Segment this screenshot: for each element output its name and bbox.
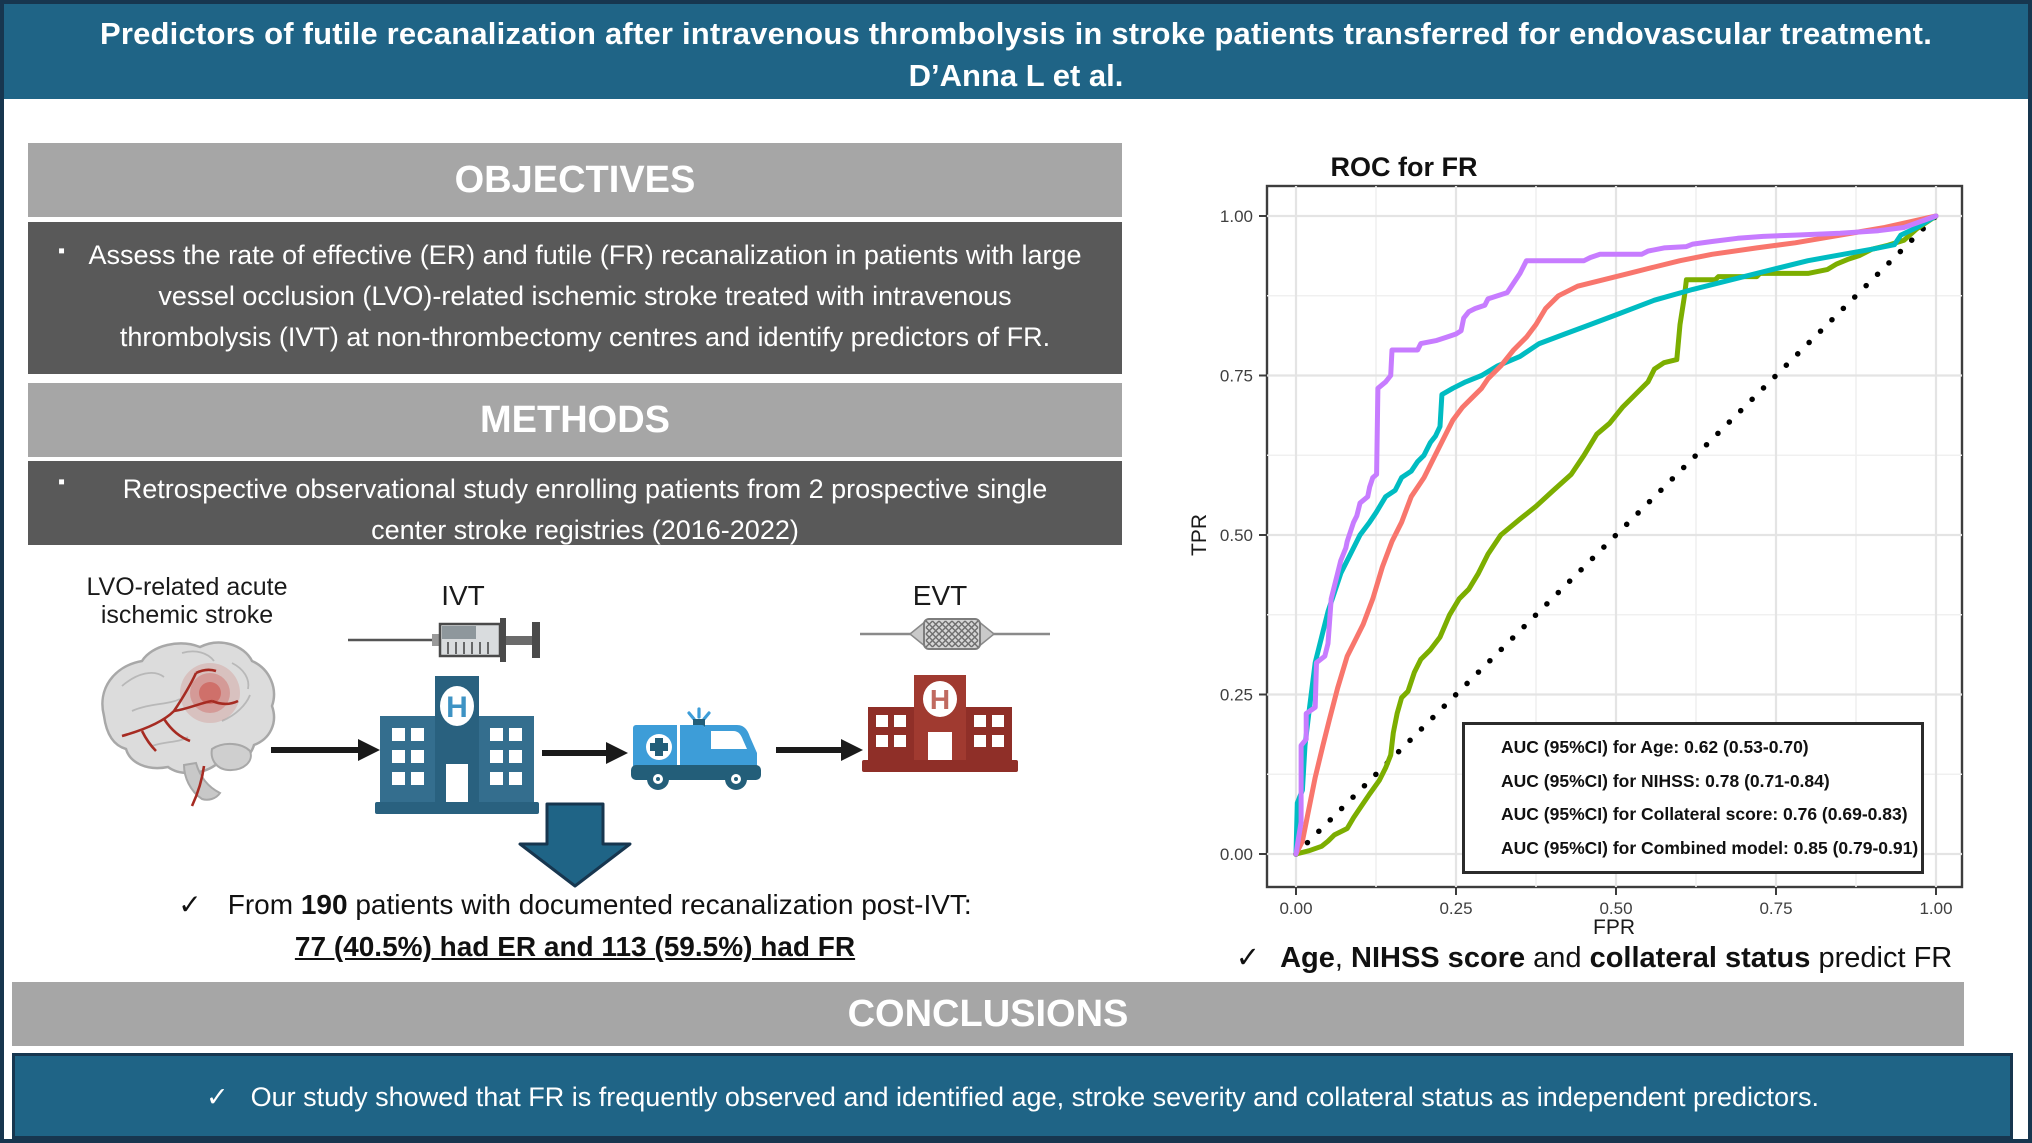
- auc-annotation: AUC (95%CI) for Collateral score: 0.76 (…: [1501, 804, 1908, 825]
- check-icon: ✓: [178, 889, 202, 920]
- results-block: ✓ From 190 patients with documented recan…: [28, 884, 1122, 968]
- x-axis-label: FPR: [1593, 916, 1635, 939]
- paper-title: Predictors of futile recanalization afte…: [99, 16, 1933, 51]
- methods-text: Retrospective observational study enroll…: [122, 474, 1048, 545]
- finding-age: Age: [1280, 942, 1335, 974]
- conclusions-header: CONCLUSIONS: [12, 982, 1964, 1046]
- patient-flow-illustration: LVO-related acute ischemic stroke: [86, 573, 1050, 814]
- tick-labels: 0.00 0.00 0.25 0.25 0.50 0.50 0.75 0.75 1.00 1.00: [1220, 207, 1953, 918]
- roc-chart: ROC for FR 0.00 0.00 0.25 0.25 0.50 0.50 0.75 0…: [1154, 134, 2032, 946]
- svg-text:0.00: 0.00: [1279, 899, 1312, 918]
- y-axis-label: TPR: [1188, 514, 1211, 556]
- hospital-h-sign: H: [930, 684, 950, 715]
- finding-nihss: NIHSS score: [1351, 942, 1526, 974]
- brain-icon: [101, 641, 276, 807]
- ivt-label: IVT: [441, 580, 485, 611]
- svg-text:1.00: 1.00: [1919, 899, 1952, 918]
- svg-text:0.00: 0.00: [1220, 845, 1253, 864]
- evt-label: EVT: [913, 580, 967, 611]
- finding-sep1: ,: [1334, 942, 1351, 974]
- methods-header: METHODS: [28, 383, 1122, 457]
- axis-ticks: [1259, 215, 1937, 895]
- hospital-windows: [876, 715, 1004, 747]
- ambulance-icon: [631, 707, 761, 790]
- auc-annotation: AUC (95%CI) for Age: 0.62 (0.53-0.70): [1501, 737, 1809, 758]
- syringe-icon: [348, 618, 540, 662]
- check-icon: ✓: [206, 1082, 229, 1112]
- title-bar: Predictors of futile recanalization afte…: [4, 4, 2028, 99]
- svg-text:1.00: 1.00: [1220, 207, 1253, 226]
- objectives-body: ▪ Assess the rate of effective (ER) and …: [28, 222, 1122, 374]
- svg-text:0.25: 0.25: [1439, 899, 1472, 918]
- square-bullet-icon: ▪: [58, 240, 66, 262]
- objectives-text: Assess the rate of effective (ER) and fu…: [88, 240, 1082, 352]
- hospital-h-sign: H: [446, 691, 468, 724]
- conclusions-text: Our study showed that FR is frequently o…: [250, 1082, 1819, 1112]
- evt-hospital-icon: H: [862, 675, 1018, 772]
- down-arrow-icon: [518, 802, 632, 888]
- auc-legend-box: AUC (95%CI) for Age: 0.62 (0.53-0.70) AUC…: [1462, 722, 1924, 874]
- stent-mesh: [925, 620, 979, 648]
- results-count: 190: [300, 889, 348, 920]
- brain-arteries: [121, 668, 239, 807]
- conclusions-box: ✓ Our study showed that FR is frequently …: [12, 1053, 2013, 1139]
- flow-arrow-1: [271, 739, 380, 761]
- results-line1-pre: From: [227, 889, 301, 920]
- brain-label-line1: LVO-related acute: [86, 573, 287, 601]
- svg-text:0.50: 0.50: [1599, 899, 1632, 918]
- flow-arrow-2: [542, 742, 628, 764]
- siren-icon: [687, 707, 711, 721]
- svg-text:0.50: 0.50: [1220, 526, 1253, 545]
- ambulance-wheels: [647, 768, 747, 790]
- svg-text:0.75: 0.75: [1220, 367, 1253, 386]
- hospital-windows: [392, 728, 522, 785]
- paper-authors: D’Anna L et al.: [908, 58, 1124, 93]
- svg-text:0.25: 0.25: [1220, 686, 1253, 705]
- auc-annotation: AUC (95%CI) for Combined model: 0.85 (0.…: [1501, 837, 1919, 858]
- primary-hospital-icon: H: [375, 676, 539, 814]
- roc-curves: [1293, 213, 1939, 857]
- finding-tail: predict FR: [1810, 942, 1953, 974]
- objectives-header: OBJECTIVES: [28, 143, 1122, 217]
- auc-annotation: AUC (95%CI) for NIHSS: 0.78 (0.71-0.84): [1501, 770, 1830, 791]
- conclusions-text-line: ✓ Our study showed that FR is frequently …: [15, 1056, 2010, 1113]
- svg-text:0.75: 0.75: [1759, 899, 1792, 918]
- results-line1: ✓ From 190 patients with documented recan…: [28, 884, 1122, 926]
- results-line1-post: patients with documented recanalization …: [347, 889, 972, 920]
- methods-body: ▪ Retrospective observational study enro…: [28, 461, 1122, 545]
- finding-collateral: collateral status: [1589, 942, 1811, 974]
- results-line2: 77 (40.5%) had ER and 113 (59.5%) had FR: [294, 931, 856, 962]
- stent-retriever-icon: [860, 618, 1050, 650]
- chart-finding: ✓ Age, NIHSS score and collateral status …: [1154, 940, 2032, 975]
- brain-label-line2: ischemic stroke: [101, 601, 273, 629]
- square-bullet-icon: ▪: [58, 471, 66, 493]
- flow-arrow-3: [776, 739, 863, 761]
- finding-sep2: and: [1525, 942, 1590, 974]
- chart-title: ROC for FR: [1331, 152, 1478, 182]
- check-icon: ✓: [1235, 942, 1261, 974]
